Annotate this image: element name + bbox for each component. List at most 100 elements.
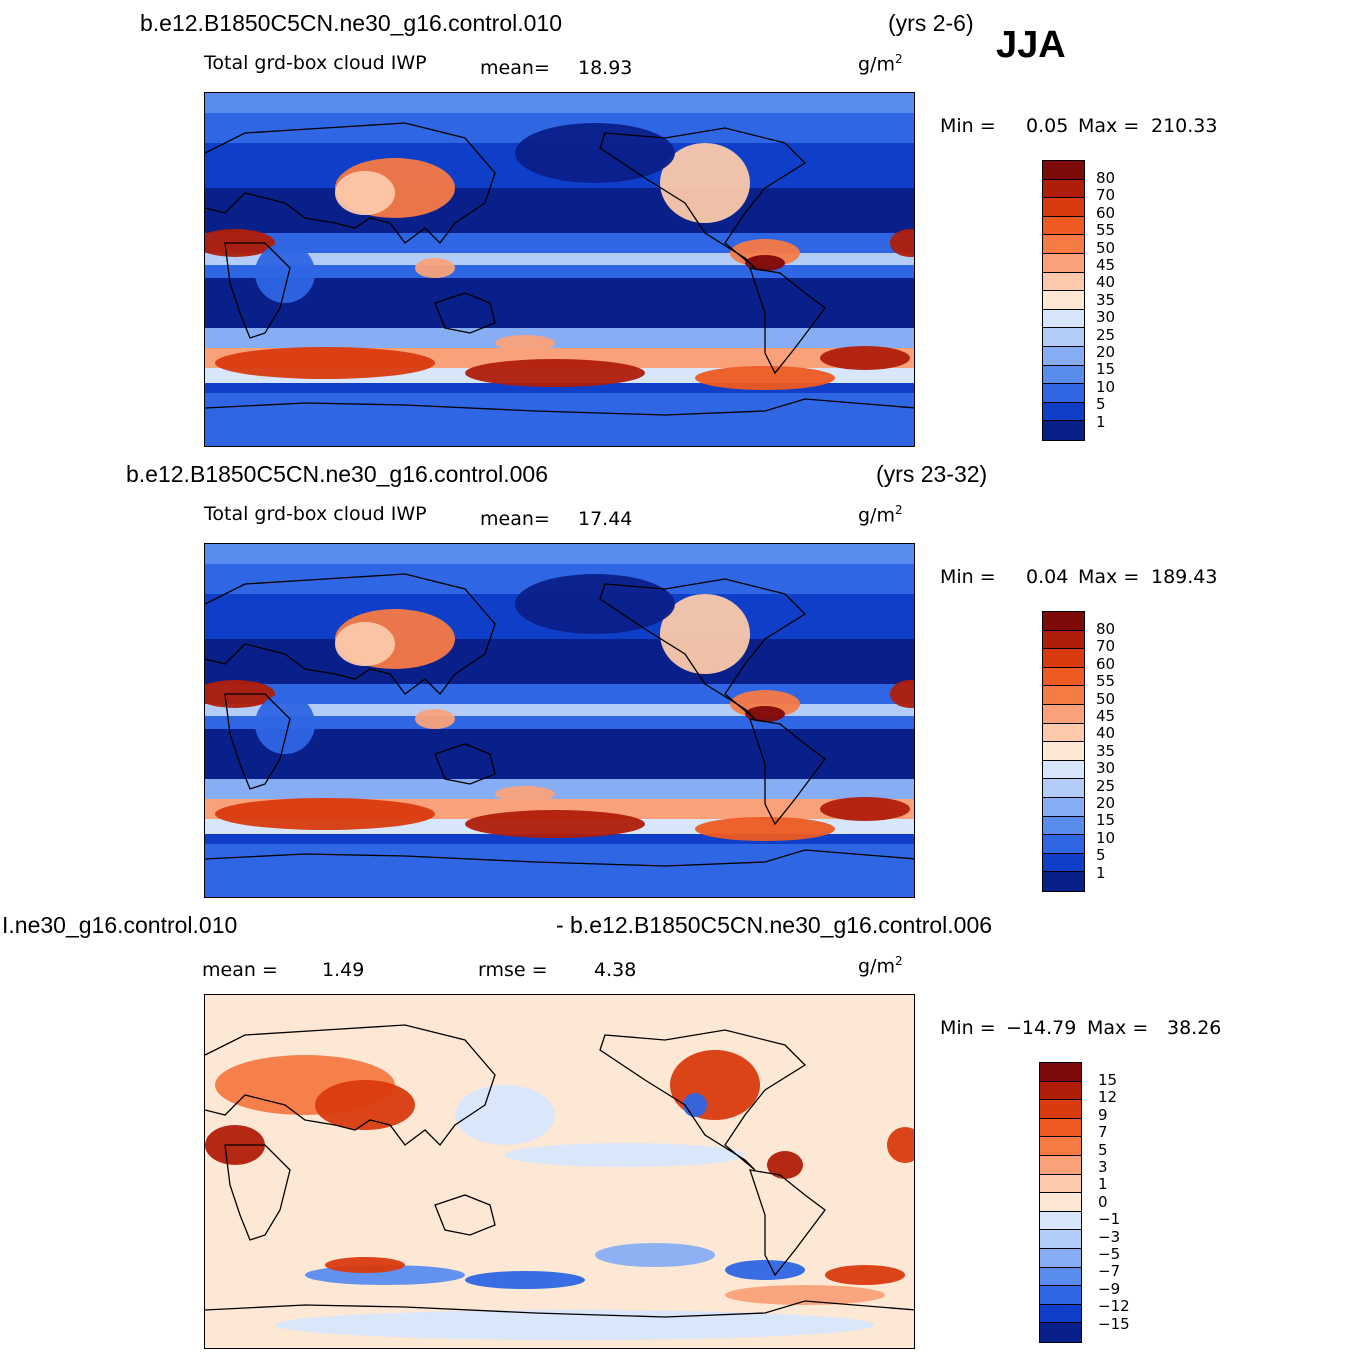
- panel3-rmse-label: rmse =: [478, 959, 548, 981]
- colorbar-swatch: [1043, 272, 1084, 292]
- colorbar-level-label: −5: [1098, 1245, 1121, 1264]
- colorbar-level-label: 55: [1096, 221, 1116, 240]
- panel3-max-label: Max =: [1087, 1017, 1149, 1039]
- panel2-mean-value: 17.44: [578, 508, 633, 530]
- panel2-min-label: Min =: [940, 566, 996, 588]
- colorbar-level-label: 0: [1098, 1192, 1108, 1211]
- panel2-map: [204, 543, 915, 898]
- colorbar-level-label: 7: [1098, 1123, 1108, 1142]
- colorbar-swatch: [1040, 1230, 1081, 1249]
- colorbar-level-label: −3: [1098, 1227, 1121, 1246]
- panel3-rmse-value: 4.38: [594, 959, 637, 981]
- panel2-case-title: b.e12.B1850C5CN.ne30_g16.control.006: [126, 461, 548, 487]
- colorbar-swatch: [1043, 216, 1084, 236]
- panel1-colorbar-labels: 80 70 60 55 50 45 40 35 30 25 20 15 10 5 1: [1096, 169, 1116, 431]
- colorbar-swatch: [1040, 1323, 1081, 1342]
- colorbar-swatch: [1040, 1100, 1081, 1119]
- colorbar-swatch: [1040, 1118, 1081, 1138]
- colorbar-swatch: [1043, 402, 1084, 422]
- colorbar-level-label: 25: [1096, 776, 1116, 795]
- colorbar-swatch: [1043, 161, 1084, 180]
- colorbar-level-label: 9: [1098, 1105, 1108, 1124]
- colorbar-swatch: [1043, 704, 1084, 724]
- colorbar-level-label: 40: [1096, 273, 1116, 292]
- colorbar-swatch: [1043, 253, 1084, 273]
- colorbar-level-label: 30: [1096, 759, 1116, 778]
- colorbar-level-label: 50: [1096, 689, 1116, 708]
- colorbar-level-label: 12: [1098, 1088, 1118, 1107]
- colorbar-swatch: [1040, 1286, 1081, 1305]
- colorbar-swatch: [1040, 1248, 1081, 1268]
- panel1-map: [204, 92, 915, 447]
- colorbar-swatch: [1040, 1063, 1081, 1082]
- colorbar-swatch: [1043, 384, 1084, 403]
- panel3-min-value: −14.79: [1006, 1017, 1077, 1039]
- panel3-case-right: - b.e12.B1850C5CN.ne30_g16.control.006: [556, 912, 993, 938]
- colorbar-swatch: [1040, 1174, 1081, 1194]
- colorbar-level-label: 5: [1098, 1140, 1108, 1159]
- colorbar-level-label: 3: [1098, 1158, 1108, 1177]
- panel2-colorbar-labels: 80 70 60 55 50 45 40 35 30 25 20 15 10 5 1: [1096, 620, 1116, 882]
- panel3-mean-label: mean =: [202, 959, 278, 981]
- colorbar-swatch: [1043, 742, 1084, 761]
- colorbar-level-label: −1: [1098, 1210, 1121, 1229]
- colorbar-swatch: [1043, 365, 1084, 385]
- panel1-years: (yrs 2-6): [888, 10, 974, 36]
- colorbar-level-label: −7: [1098, 1262, 1121, 1281]
- colorbar-level-label: 1: [1098, 1175, 1108, 1194]
- panel2-years: (yrs 23-32): [876, 461, 988, 487]
- panel2-max-label: Max =: [1078, 566, 1140, 588]
- colorbar-level-label: 60: [1096, 654, 1116, 673]
- panel1-case-title: b.e12.B1850C5CN.ne30_g16.control.010: [140, 10, 562, 36]
- colorbar-level-label: 20: [1096, 794, 1116, 813]
- panel2-variable: Total grd-box cloud IWP: [204, 503, 427, 525]
- colorbar-level-label: 70: [1096, 637, 1116, 656]
- panel2-units: g/m2: [858, 503, 903, 527]
- panel2-mean-label: mean=: [480, 508, 550, 530]
- colorbar-level-label: 10: [1096, 828, 1116, 847]
- colorbar-level-label: 70: [1096, 186, 1116, 205]
- colorbar-swatch: [1040, 1081, 1081, 1101]
- colorbar-level-label: −15: [1098, 1314, 1130, 1333]
- colorbar-swatch: [1043, 835, 1084, 854]
- panel1-variable: Total grd-box cloud IWP: [204, 52, 427, 74]
- panel3-map: [204, 994, 915, 1349]
- colorbar-level-label: 60: [1096, 203, 1116, 222]
- colorbar-swatch: [1040, 1211, 1081, 1231]
- colorbar-swatch: [1043, 797, 1084, 817]
- panel1-mean-label: mean=: [480, 57, 550, 79]
- colorbar-level-label: 15: [1098, 1071, 1118, 1089]
- colorbar-swatch: [1043, 686, 1084, 705]
- colorbar-swatch: [1040, 1193, 1081, 1212]
- colorbar-swatch: [1043, 421, 1084, 440]
- panel2-min-value: 0.04: [1026, 566, 1069, 588]
- colorbar-level-label: 1: [1096, 863, 1106, 882]
- colorbar-level-label: 45: [1096, 256, 1116, 275]
- colorbar-swatch: [1043, 612, 1084, 631]
- colorbar-swatch: [1043, 235, 1084, 254]
- colorbar-swatch: [1043, 649, 1084, 668]
- colorbar-swatch: [1040, 1137, 1081, 1156]
- colorbar-swatch: [1043, 816, 1084, 836]
- panel3-colorbar: [1039, 1062, 1082, 1343]
- colorbar-level-label: 5: [1096, 846, 1106, 865]
- colorbar-level-label: 40: [1096, 724, 1116, 743]
- panel1-units: g/m2: [858, 52, 903, 76]
- panel3-colorbar-labels: 15 12 9 7 5 3 1 0 −1 −3 −5 −7 −9 −12 −15: [1098, 1071, 1130, 1333]
- colorbar-swatch: [1043, 760, 1084, 780]
- panel1-max-value: 210.33: [1151, 115, 1218, 137]
- panel1-min-value: 0.05: [1026, 115, 1069, 137]
- colorbar-level-label: 80: [1096, 620, 1116, 638]
- colorbar-level-label: 50: [1096, 238, 1116, 257]
- colorbar-swatch: [1043, 630, 1084, 650]
- colorbar-level-label: 15: [1096, 811, 1116, 830]
- colorbar-level-label: 1: [1096, 412, 1106, 431]
- panel1-colorbar: [1042, 160, 1085, 441]
- colorbar-level-label: 15: [1096, 360, 1116, 379]
- colorbar-level-label: 30: [1096, 308, 1116, 327]
- panel2-max-value: 189.43: [1151, 566, 1218, 588]
- colorbar-level-label: 5: [1096, 395, 1106, 414]
- colorbar-swatch: [1040, 1304, 1081, 1324]
- colorbar-level-label: 80: [1096, 169, 1116, 187]
- colorbar-swatch: [1043, 872, 1084, 891]
